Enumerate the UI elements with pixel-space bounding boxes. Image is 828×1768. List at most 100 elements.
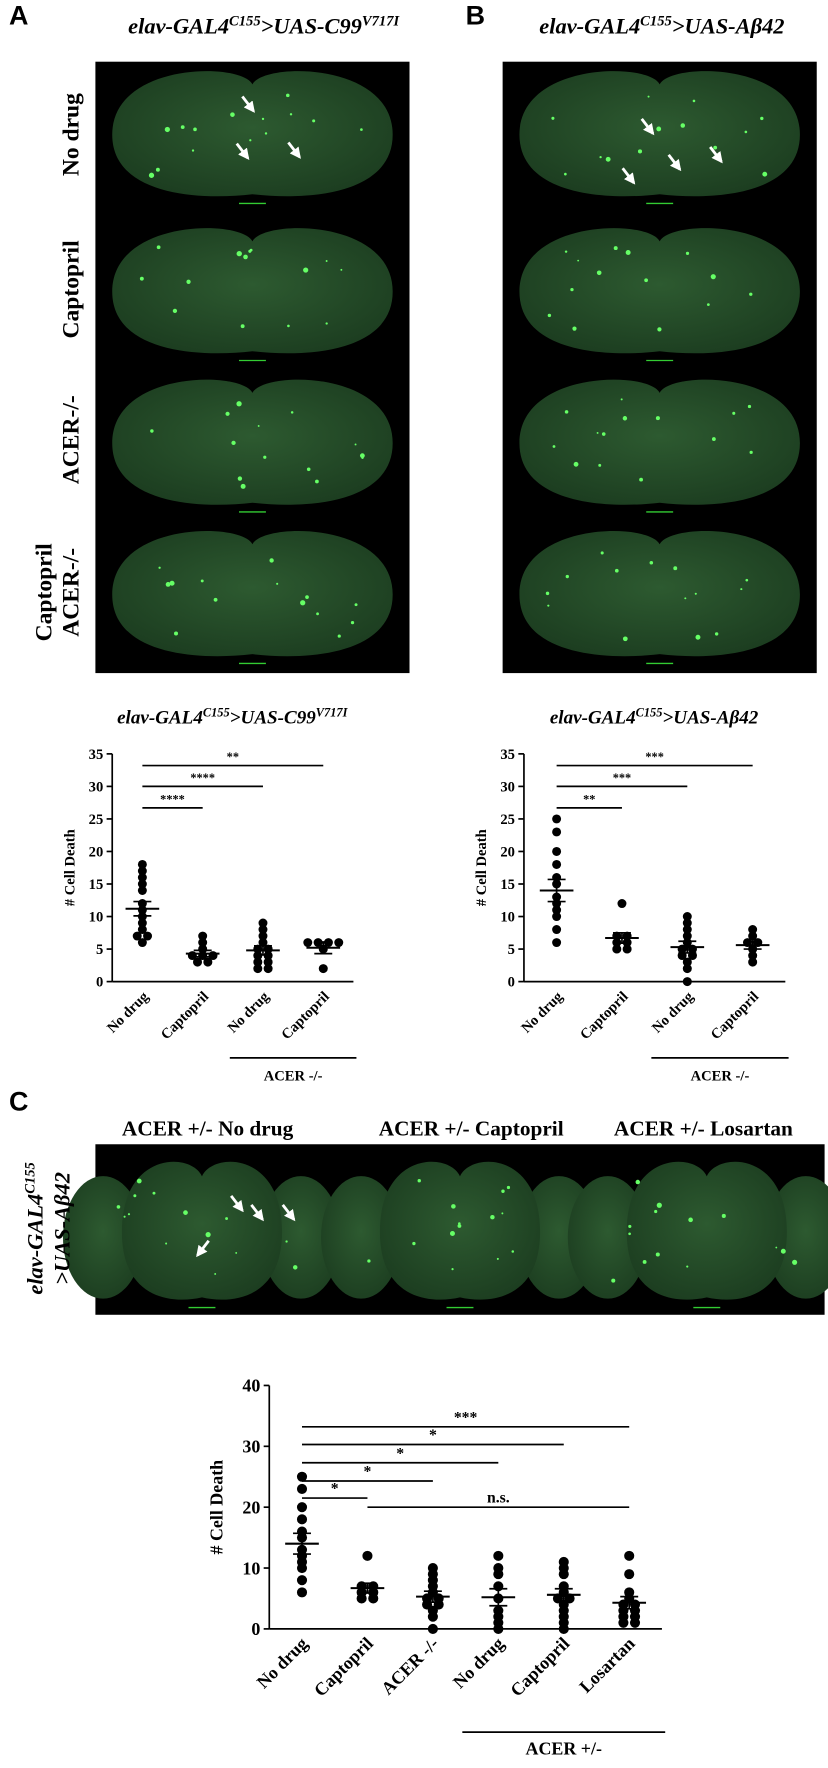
data-point [558,1623,569,1634]
puncta [688,1217,693,1223]
puncta [248,249,252,253]
y-tick-label: 20 [500,845,515,861]
data-point [253,957,263,967]
data-point [682,931,692,941]
puncta [354,603,358,607]
puncta [165,1242,168,1245]
title-part: elav-GAL4 [550,708,636,729]
puncta [599,156,602,159]
puncta [457,1224,462,1228]
y-tick-label: 30 [500,780,515,796]
comparison-label: ** [227,750,239,764]
puncta [762,171,768,177]
data-point [132,931,142,941]
data-point [198,944,208,954]
data-point [682,912,692,922]
y-axis-label: # Cell Death [474,829,490,906]
puncta [361,456,364,460]
data-point [263,957,273,967]
puncta [596,270,602,276]
puncta [306,467,311,472]
data-point [493,1569,504,1580]
title-part: V717I [362,14,401,30]
optic-lobe [321,1176,402,1299]
puncta [285,1240,288,1243]
title-part: elav-GAL4 [23,1194,48,1295]
puncta [644,278,648,283]
data-point [552,905,562,915]
brain [519,71,800,197]
title-part: elav-GAL4 [128,14,229,39]
puncta [337,634,341,638]
puncta [350,620,355,625]
y-axis-label: # Cell Death [62,829,78,906]
puncta [572,326,577,331]
puncta [744,130,748,134]
brain [112,228,393,354]
puncta [706,303,710,306]
puncta [573,461,579,467]
puncta [174,631,179,636]
row-label: Captopril [32,543,58,642]
puncta [180,125,185,130]
puncta [205,1232,211,1238]
puncta [290,411,294,414]
data-point [198,938,208,948]
brain [519,379,800,505]
puncta [732,411,736,415]
row-label: Captopril [59,240,85,339]
puncta [289,113,293,116]
puncta [165,582,171,587]
arrows [196,95,723,1258]
data-point [263,964,273,974]
y-tick-label: 35 [89,747,104,763]
title-part: >UAS-Aβ42 [662,708,758,729]
puncta [564,250,568,253]
comparison-label: n.s. [487,1490,510,1507]
comparison-label: *** [645,750,664,764]
puncta [417,1179,421,1183]
image-title: ACER +/- Losartan [614,1116,793,1140]
puncta [622,636,628,642]
data-point [296,1514,308,1525]
puncta [193,127,197,132]
x-tick-label: Captopril [310,1633,377,1700]
row-label: ACER-/- [59,395,85,484]
puncta [614,568,619,573]
puncta [230,112,235,117]
y-tick-label: 15 [500,877,515,893]
puncta [639,477,644,482]
data-point [552,925,562,935]
y-tick-label: 0 [96,975,103,991]
data-point [137,886,147,895]
y-tick-label: 40 [242,1376,260,1396]
puncta [116,1205,121,1209]
y-axis-label: # Cell Death [207,1460,227,1555]
y-tick-label: 10 [242,1558,260,1578]
panel-letter: A [9,1,28,31]
puncta [123,1215,126,1218]
puncta [148,172,155,178]
puncta [292,1265,298,1270]
panel-letter: C [9,1087,28,1117]
puncta [496,1257,499,1260]
title-part: >UAS-Aβ42 [50,1172,75,1285]
puncta [714,632,719,636]
data-point [552,814,562,824]
puncta [225,1217,229,1220]
puncta [303,267,309,273]
puncta [601,432,606,436]
puncta [680,123,686,128]
puncta [451,1204,456,1209]
puncta [760,116,764,121]
comparison-label: *** [613,771,632,785]
data-point [617,899,627,909]
image-title: ACER +/- No drug [122,1116,294,1140]
puncta [240,483,246,489]
data-point [552,912,562,922]
data-point [258,925,268,935]
data-point [137,873,147,882]
optic-lobe [260,1176,341,1299]
puncta [695,634,701,640]
data-point [552,846,562,856]
